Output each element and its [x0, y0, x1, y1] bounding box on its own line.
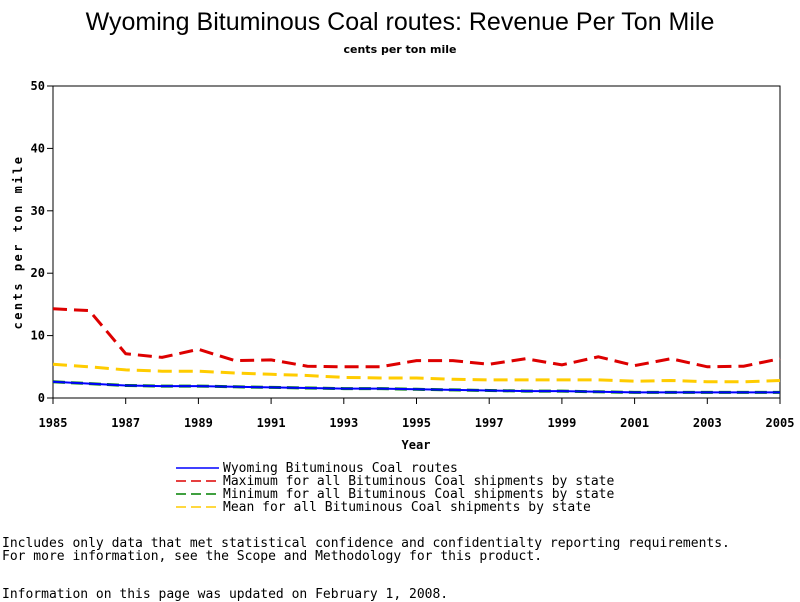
- x-tick-label: 2001: [620, 416, 649, 430]
- y-tick-label: 0: [38, 391, 45, 405]
- y-tick-label: 50: [31, 79, 45, 93]
- series-line-1: [52, 307, 781, 369]
- series-lines: [52, 307, 781, 394]
- legend-label: Minimum for all Bituminous Coal shipment…: [223, 487, 615, 502]
- y-axis: 0 10 20 30 40 50: [31, 79, 53, 405]
- y-tick-label: 30: [31, 204, 45, 218]
- series-line-0: [52, 380, 780, 394]
- x-axis: 1985 1987 1989 1991 1993 1995 1997 1999 2001 2003…: [39, 398, 795, 430]
- y-tick-label: 10: [31, 329, 45, 343]
- x-tick-label: 2003: [693, 416, 722, 430]
- legend-label: Wyoming Bituminous Coal routes: [223, 461, 458, 476]
- y-axis-label: cents per ton mile: [11, 154, 25, 329]
- chart-title: Wyoming Bituminous Coal routes: Revenue …: [86, 8, 715, 36]
- x-tick-label: 2005: [766, 416, 795, 430]
- x-tick-label: 1991: [257, 416, 286, 430]
- x-tick-label: 1985: [39, 416, 68, 430]
- x-tick-label: 1999: [547, 416, 576, 430]
- x-tick-label: 1987: [111, 416, 140, 430]
- y-tick-label: 20: [31, 266, 45, 280]
- x-tick-label: 1989: [184, 416, 213, 430]
- x-tick-label: 1995: [402, 416, 431, 430]
- x-axis-label: Year: [402, 438, 431, 452]
- x-tick-label: 1997: [475, 416, 504, 430]
- plot-frame: [52, 85, 781, 399]
- legend-label: Maximum for all Bituminous Coal shipment…: [223, 474, 615, 489]
- footer-note-line1: Includes only data that met statistical …: [2, 536, 730, 551]
- chart-subtitle: cents per ton mile: [344, 43, 457, 56]
- series-line-2: [52, 380, 780, 394]
- series-line-3: [52, 362, 781, 384]
- y-tick-label: 40: [31, 141, 45, 155]
- footer-note-line2: For more information, see the Scope and …: [2, 549, 543, 564]
- x-tick-label: 1993: [329, 416, 358, 430]
- legend-label: Mean for all Bituminous Coal shipments b…: [223, 500, 591, 515]
- footer-updated: Information on this page was updated on …: [2, 587, 449, 602]
